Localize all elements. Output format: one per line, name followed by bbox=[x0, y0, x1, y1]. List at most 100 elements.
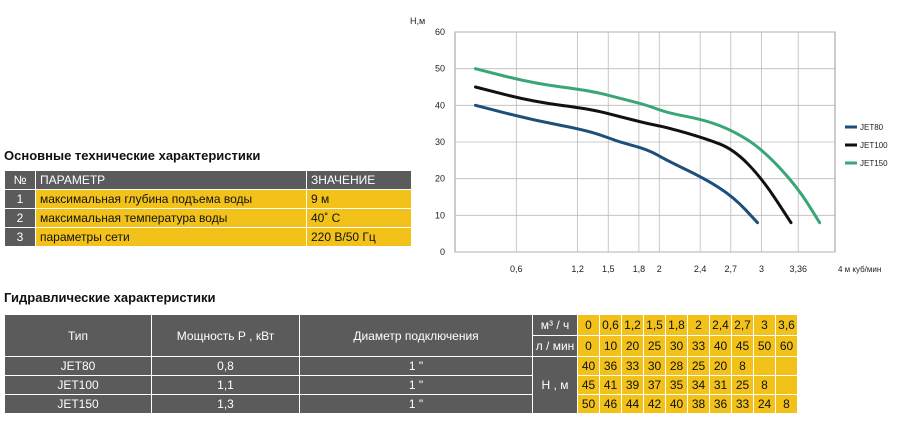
hyd-head-value: 25 bbox=[688, 357, 709, 375]
hyd-head-value: 45 bbox=[578, 376, 599, 394]
hyd-model-power: 0,8 bbox=[152, 357, 299, 375]
hyd-head-value: 46 bbox=[600, 395, 621, 413]
tech-title: Основные технические характеристики bbox=[4, 148, 261, 163]
hyd-header-type: Тип bbox=[5, 315, 151, 356]
hyd-model-type: JET80 bbox=[5, 357, 151, 375]
x-tick-label: 2,4 bbox=[694, 264, 707, 274]
y-tick-label: 20 bbox=[435, 174, 445, 184]
hyd-flow-m3h: 3 bbox=[754, 315, 775, 335]
hyd-flow-m3h-label: м³ / ч bbox=[533, 315, 577, 335]
hyd-head-value: 34 bbox=[688, 376, 709, 394]
tech-row-num: 2 bbox=[5, 209, 35, 227]
hyd-head-value: 40 bbox=[666, 395, 687, 413]
hyd-header-power: Мощность Р , кВт bbox=[152, 315, 299, 356]
hyd-head-value: 28 bbox=[666, 357, 687, 375]
hyd-head-value: 20 bbox=[710, 357, 731, 375]
hyd-head-value: 35 bbox=[666, 376, 687, 394]
hyd-model-power: 1,3 bbox=[152, 395, 299, 413]
x-tick-label: 2,7 bbox=[725, 264, 738, 274]
y-tick-label: 60 bbox=[435, 27, 445, 37]
tech-row-value: 220 В/50 Гц bbox=[307, 228, 411, 246]
legend-label-jet100: JET100 bbox=[860, 141, 888, 150]
hyd-flow-lmin: 45 bbox=[732, 336, 753, 356]
hyd-flow-lmin: 60 bbox=[776, 336, 797, 356]
hyd-model-diameter: 1 " bbox=[300, 376, 532, 394]
hyd-head-value: 30 bbox=[644, 357, 665, 375]
y-axis-label: Н,м bbox=[410, 16, 425, 26]
hyd-head-value: 38 bbox=[688, 395, 709, 413]
tech-row-param: максимальная глубина подъема воды bbox=[36, 190, 306, 208]
x-tick-label: 0,6 bbox=[510, 264, 523, 274]
hyd-flow-lmin: 40 bbox=[710, 336, 731, 356]
hyd-model-row: JET150 1,3 1 " 50 46 44 42 40 38 36 33 2… bbox=[5, 395, 797, 413]
y-tick-label: 40 bbox=[435, 100, 445, 110]
hyd-flow-lmin: 20 bbox=[622, 336, 643, 356]
hyd-flow-lmin: 25 bbox=[644, 336, 665, 356]
hyd-model-row: JET80 0,8 1 " Н , м 40 36 33 30 28 25 20… bbox=[5, 357, 797, 413]
hyd-flow-m3h: 0,6 bbox=[600, 315, 621, 335]
tech-header-value: ЗНАЧЕНИЕ bbox=[307, 171, 411, 189]
hyd-header-row: Тип Мощность Р , кВт Диаметр подключения… bbox=[5, 315, 797, 356]
tech-row: 2 максимальная температура воды 40˚ С bbox=[5, 209, 411, 227]
hyd-head-value: 31 bbox=[710, 376, 731, 394]
hyd-head-value bbox=[776, 376, 797, 394]
hyd-head-value: 8 bbox=[732, 357, 753, 375]
hydraulic-title: Гидравлические характеристики bbox=[4, 290, 216, 305]
pump-performance-chart: 0 10 20 30 40 50 60 0,6 1,2 1,5 1,8 2 2,4 2,7 3 3,36 Н,м… bbox=[410, 16, 888, 274]
hyd-model-type: JET100 bbox=[5, 376, 151, 394]
hyd-flow-m3h: 3,6 bbox=[776, 315, 797, 335]
x-tick-label: 1,8 bbox=[633, 264, 646, 274]
hyd-header-row: л / мин 0 10 20 25 30 33 40 45 50 60 bbox=[5, 336, 797, 356]
tech-row-num: 1 bbox=[5, 190, 35, 208]
y-tick-label: 10 bbox=[435, 210, 445, 220]
hyd-flow-lmin-label: л / мин bbox=[533, 336, 577, 356]
hyd-flow-m3h: 0 bbox=[578, 315, 599, 335]
tech-header-num: № bbox=[5, 171, 35, 189]
x-tick-label: 2 bbox=[657, 264, 662, 274]
hyd-head-value: 40 bbox=[578, 357, 599, 375]
hyd-header-diameter: Диаметр подключения bbox=[300, 315, 532, 356]
legend-label-jet80: JET80 bbox=[860, 123, 884, 132]
hyd-head-label: Н , м bbox=[533, 357, 577, 413]
hyd-head-value: 33 bbox=[622, 357, 643, 375]
hyd-flow-lmin: 30 bbox=[666, 336, 687, 356]
tech-row: 1 максимальная глубина подъема воды 9 м bbox=[5, 190, 411, 208]
hyd-head-value: 44 bbox=[622, 395, 643, 413]
y-tick-label: 50 bbox=[435, 64, 445, 74]
hyd-head-value: 25 bbox=[732, 376, 753, 394]
hyd-flow-lmin: 10 bbox=[600, 336, 621, 356]
legend-label-jet150: JET150 bbox=[860, 159, 888, 168]
hyd-flow-m3h: 1,8 bbox=[666, 315, 687, 335]
hyd-model-row: JET100 1,1 1 " 45 41 39 37 35 34 31 25 8 bbox=[5, 376, 797, 394]
hyd-head-value: 39 bbox=[622, 376, 643, 394]
tech-row-value: 40˚ С bbox=[307, 209, 411, 227]
hyd-head-value: 41 bbox=[600, 376, 621, 394]
hyd-head-value: 42 bbox=[644, 395, 665, 413]
hyd-head-value: 36 bbox=[600, 357, 621, 375]
tech-row-param: максимальная температура воды bbox=[36, 209, 306, 227]
hyd-head-value: 24 bbox=[754, 395, 775, 413]
hyd-model-type: JET150 bbox=[5, 395, 151, 413]
tech-table: № ПАРАМЕТР ЗНАЧЕНИЕ 1 максимальная глуби… bbox=[4, 170, 412, 247]
tech-header-row: № ПАРАМЕТР ЗНАЧЕНИЕ bbox=[5, 171, 411, 189]
tech-row-value: 9 м bbox=[307, 190, 411, 208]
hyd-head-value: 50 bbox=[578, 395, 599, 413]
hyd-head-value bbox=[754, 357, 775, 375]
hyd-model-diameter: 1 " bbox=[300, 357, 532, 375]
hyd-flow-m3h: 1,2 bbox=[622, 315, 643, 335]
tech-row-param: параметры сети bbox=[36, 228, 306, 246]
series-line-jet150 bbox=[473, 67, 822, 225]
y-tick-label: 30 bbox=[435, 137, 445, 147]
hyd-flow-m3h: 2 bbox=[688, 315, 709, 335]
hyd-flow-m3h: 1,5 bbox=[644, 315, 665, 335]
hyd-head-value bbox=[776, 357, 797, 375]
tech-row-num: 3 bbox=[5, 228, 35, 246]
x-tick-label: 3,36 bbox=[789, 264, 807, 274]
hyd-flow-m3h: 2,4 bbox=[710, 315, 731, 335]
hyd-flow-lmin: 50 bbox=[754, 336, 775, 356]
hyd-head-value: 8 bbox=[754, 376, 775, 394]
x-axis-label: 4 м куб/мин bbox=[838, 265, 881, 274]
hyd-head-value: 8 bbox=[776, 395, 797, 413]
hyd-flow-lmin: 0 bbox=[578, 336, 599, 356]
hyd-head-value: 33 bbox=[732, 395, 753, 413]
